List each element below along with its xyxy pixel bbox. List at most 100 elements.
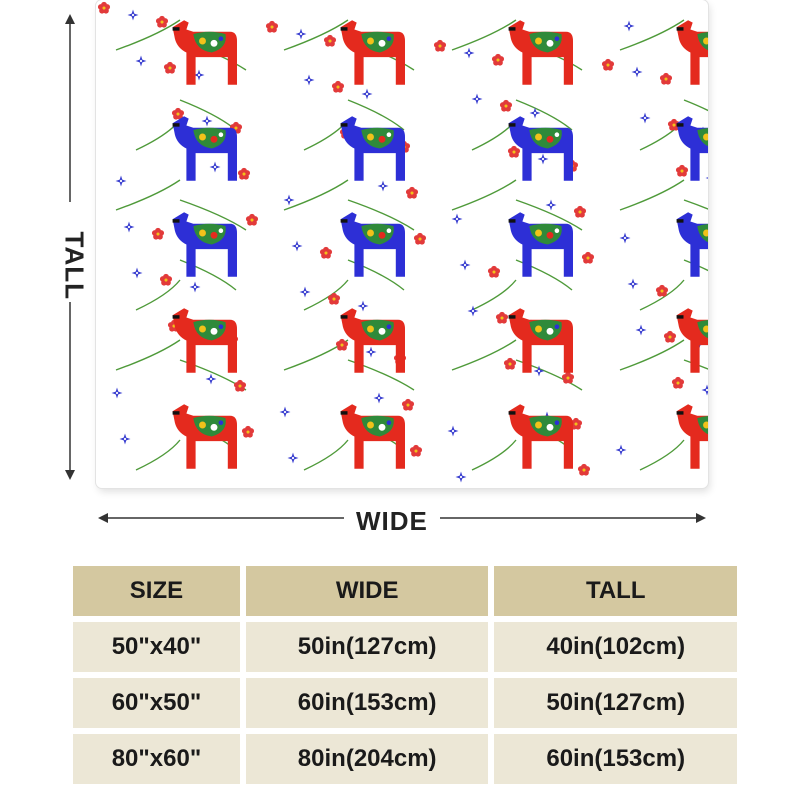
flower-red-icon bbox=[401, 398, 415, 411]
flower-blue-icon bbox=[119, 433, 131, 445]
flower-red-icon bbox=[663, 330, 677, 343]
stem-line bbox=[303, 279, 349, 311]
flower-red-icon bbox=[487, 265, 501, 278]
dala-horse-red-icon bbox=[677, 308, 708, 372]
flower-red-icon bbox=[265, 20, 279, 33]
cell-wide: 80in(204cm) bbox=[245, 734, 489, 784]
stem-line bbox=[115, 179, 181, 211]
flower-blue-icon bbox=[373, 392, 385, 404]
flower-blue-icon bbox=[377, 180, 389, 192]
cell-tall: 40in(102cm) bbox=[494, 622, 737, 672]
flower-blue-icon bbox=[447, 425, 459, 437]
stem-line bbox=[115, 19, 181, 51]
flower-red-icon bbox=[155, 15, 169, 28]
flower-blue-icon bbox=[209, 161, 221, 173]
flower-blue-icon bbox=[627, 278, 639, 290]
flower-red-icon bbox=[233, 379, 247, 392]
flower-red-icon bbox=[237, 167, 251, 180]
stem-line bbox=[683, 199, 708, 210]
flower-blue-icon bbox=[189, 281, 201, 293]
blanket-pattern-image bbox=[96, 0, 708, 488]
flower-blue-icon bbox=[127, 9, 139, 21]
flower-blue-icon bbox=[279, 406, 291, 418]
table-header-row: SIZE WIDE TALL bbox=[73, 566, 737, 616]
flower-red-icon bbox=[405, 186, 419, 199]
stem-line bbox=[639, 279, 685, 311]
stem-line bbox=[451, 19, 517, 51]
flower-blue-icon bbox=[451, 213, 463, 225]
flower-blue-icon bbox=[201, 115, 213, 127]
flower-red-icon bbox=[507, 145, 521, 158]
stem-line bbox=[515, 199, 583, 231]
dala-horse-red-icon bbox=[173, 404, 237, 468]
stem-line bbox=[639, 439, 685, 471]
stem-line bbox=[283, 179, 349, 211]
dala-horse-red-icon bbox=[341, 308, 405, 372]
table-row: 60"x50" 60in(153cm) 50in(127cm) bbox=[73, 678, 737, 728]
flower-red-icon bbox=[319, 246, 333, 259]
flower-red-icon bbox=[245, 213, 259, 226]
flower-red-icon bbox=[495, 311, 509, 324]
stem-line bbox=[347, 199, 415, 231]
flower-blue-icon bbox=[631, 66, 643, 78]
flower-red-icon bbox=[659, 72, 673, 85]
stem-line bbox=[619, 339, 685, 371]
flower-blue-icon bbox=[635, 324, 647, 336]
stem-line bbox=[179, 99, 237, 131]
flower-red-icon bbox=[163, 61, 177, 74]
wide-dimension-arrow bbox=[98, 513, 706, 523]
table-row: 80"x60" 80in(204cm) 60in(153cm) bbox=[73, 734, 737, 784]
flower-red-icon bbox=[655, 284, 669, 297]
dala-horse-red-icon bbox=[173, 308, 237, 372]
flower-red-icon bbox=[499, 99, 513, 112]
flower-blue-icon bbox=[705, 172, 708, 184]
flower-blue-icon bbox=[537, 153, 549, 165]
dala-horse-blue-icon bbox=[173, 212, 237, 276]
flower-blue-icon bbox=[135, 55, 147, 67]
dala-horse-red-icon bbox=[173, 20, 237, 84]
flower-blue-icon bbox=[299, 286, 311, 298]
cell-wide: 60in(153cm) bbox=[245, 678, 489, 728]
stem-line bbox=[683, 99, 708, 112]
table-row: 50"x40" 50in(127cm) 40in(102cm) bbox=[73, 622, 737, 672]
cell-tall: 50in(127cm) bbox=[494, 678, 737, 728]
flower-blue-icon bbox=[115, 175, 127, 187]
stem-line bbox=[347, 99, 405, 131]
flower-blue-icon bbox=[111, 387, 123, 399]
flower-blue-icon bbox=[357, 300, 369, 312]
cell-size: 60"x50" bbox=[73, 678, 240, 728]
flower-blue-icon bbox=[205, 373, 217, 385]
stem-line bbox=[451, 179, 517, 211]
tall-label: TALL bbox=[59, 231, 90, 301]
flower-blue-icon bbox=[619, 232, 631, 244]
stem-line bbox=[115, 339, 181, 371]
flower-blue-icon bbox=[463, 47, 475, 59]
cell-size: 80"x60" bbox=[73, 734, 240, 784]
flower-blue-icon bbox=[545, 199, 557, 211]
flower-red-icon bbox=[503, 357, 517, 370]
stem-line bbox=[471, 439, 517, 471]
flower-blue-icon bbox=[123, 221, 135, 233]
dala-horse-pattern bbox=[97, 1, 708, 483]
dala-horse-blue-icon bbox=[677, 212, 708, 276]
dala-horse-red-icon bbox=[677, 20, 708, 84]
dala-horse-red-icon bbox=[341, 20, 405, 84]
dala-horse-blue-icon bbox=[173, 116, 237, 180]
dala-horse-blue-icon bbox=[341, 212, 405, 276]
header-tall: TALL bbox=[494, 566, 737, 616]
dala-horse-red-icon bbox=[509, 20, 573, 84]
flower-blue-icon bbox=[303, 74, 315, 86]
stem-line bbox=[619, 179, 685, 211]
flower-red-icon bbox=[159, 273, 173, 286]
dala-horse-blue-icon bbox=[341, 116, 405, 180]
flower-red-icon bbox=[151, 227, 165, 240]
stem-line bbox=[451, 339, 517, 371]
flower-red-icon bbox=[577, 463, 591, 476]
flower-blue-icon bbox=[287, 452, 299, 464]
stem-line bbox=[515, 99, 573, 131]
flower-red-icon bbox=[241, 425, 255, 438]
flower-blue-icon bbox=[131, 267, 143, 279]
stem-line bbox=[619, 19, 685, 51]
stem-line bbox=[471, 279, 517, 311]
flower-blue-icon bbox=[639, 112, 651, 124]
